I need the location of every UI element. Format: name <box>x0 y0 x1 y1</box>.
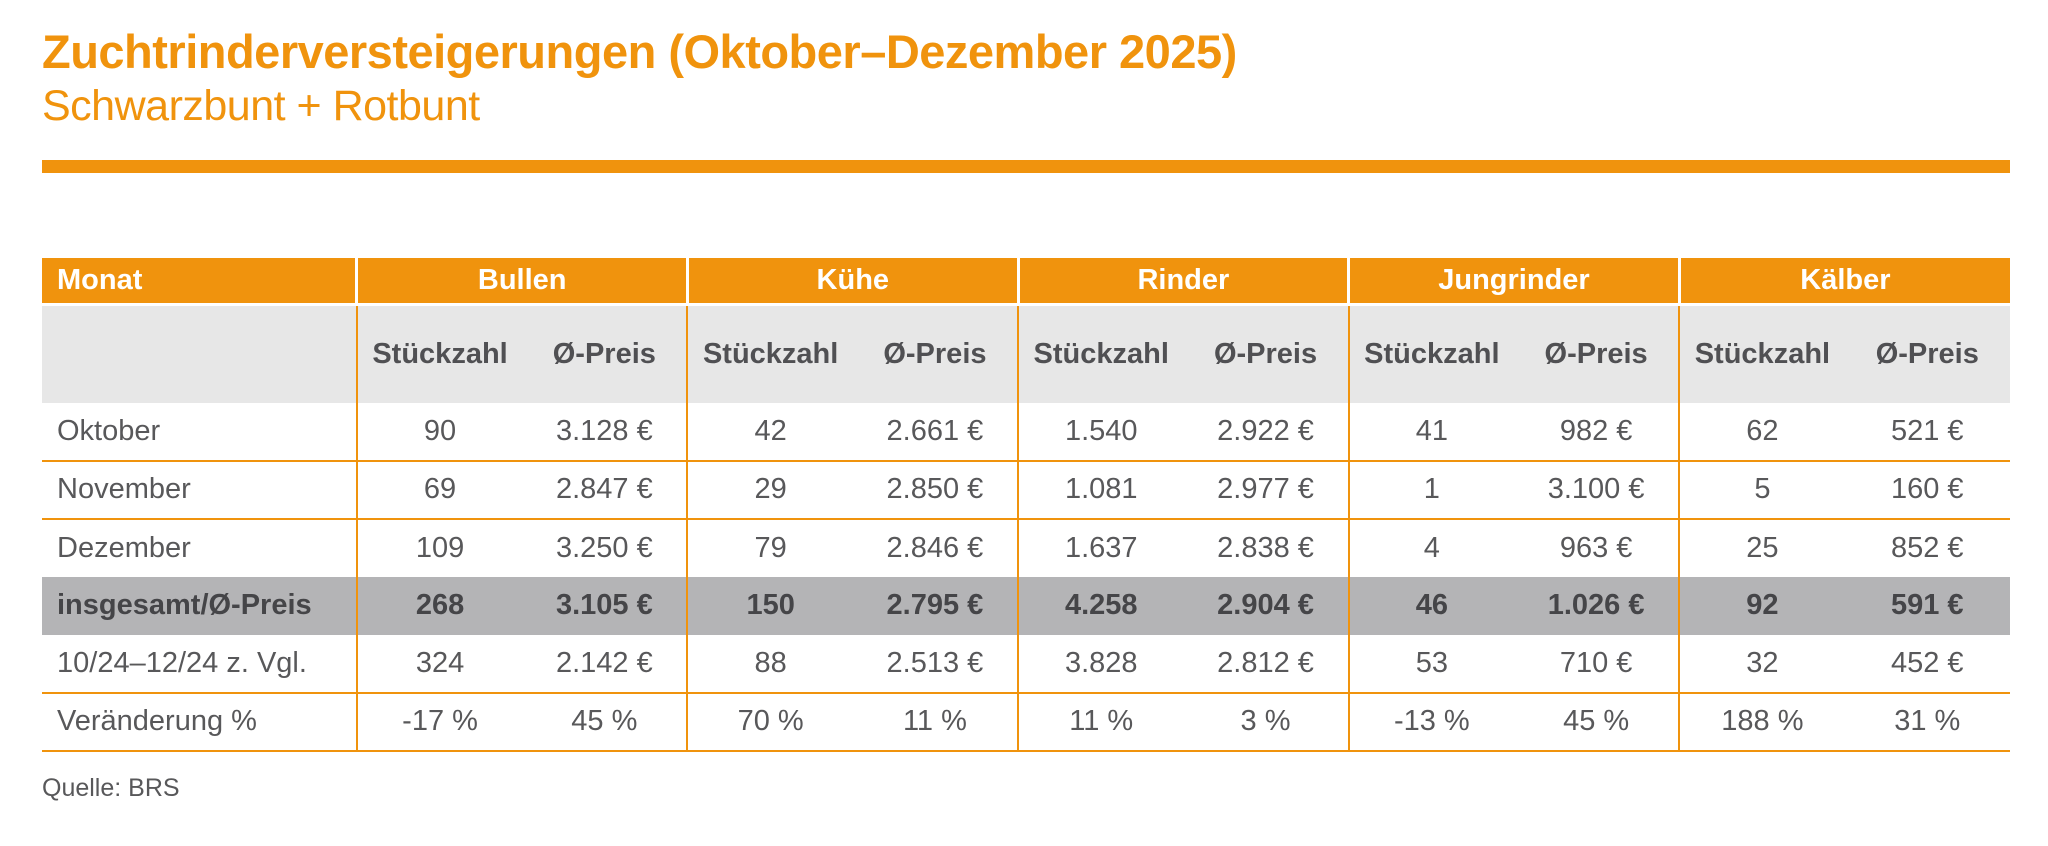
table-cell: 32 <box>1678 634 1845 694</box>
table-cell: 31 % <box>1844 692 2010 752</box>
table-cell: 982 € <box>1513 402 1680 462</box>
table-cell: 92 <box>1678 576 1845 635</box>
table-cell: 268 <box>355 576 523 635</box>
table-cell: 79 <box>686 518 853 577</box>
table-cell: 2.904 € <box>1183 576 1349 635</box>
table-cell: 521 € <box>1844 402 2010 462</box>
subheader-cell: Stückzahl <box>1347 304 1514 403</box>
table-cell: 3 % <box>1183 692 1349 752</box>
auction-table: Monat Bullen Kühe Rinder Jungrinder Kälber St… <box>42 257 2010 752</box>
table-cell: 1.637 <box>1017 518 1184 577</box>
table-cell: -17 % <box>355 692 523 752</box>
table-cell: 41 <box>1347 402 1514 462</box>
table-cell: 25 <box>1678 518 1845 577</box>
table-cell: 70 % <box>686 692 853 752</box>
table-row: 10/24–12/24 z. Vgl. 324 2.142 €88 2.513 €3.… <box>42 634 2010 694</box>
table-row: insgesamt/Ø-Preis 268 3.105 €150 2.795 €4.2… <box>42 576 2010 635</box>
table-cell: 160 € <box>1844 460 2010 520</box>
table-cell: 1.081 <box>1017 460 1184 520</box>
column-group-header-jungrinder: Jungrinder <box>1347 257 1680 307</box>
row-label: Oktober <box>42 402 357 462</box>
table-cell: 42 <box>686 402 853 462</box>
table-cell: 4 <box>1347 518 1514 577</box>
table-cell: 3.105 € <box>522 576 688 635</box>
table-cell: 3.250 € <box>522 518 688 577</box>
title-divider <box>42 159 2010 173</box>
table-cell: 2.795 € <box>852 576 1019 635</box>
table-cell: 11 % <box>852 692 1019 752</box>
row-label: 10/24–12/24 z. Vgl. <box>42 634 357 694</box>
table-cell: 90 <box>355 402 523 462</box>
column-group-header-k-lber: Kälber <box>1677 257 2010 307</box>
table-cell: 2.661 € <box>852 402 1019 462</box>
subheader-cell: Ø-Preis <box>1513 304 1680 403</box>
table-cell: 69 <box>355 460 523 520</box>
subheader-cell: Stückzahl <box>686 304 853 403</box>
subheader-cell: Stückzahl <box>355 304 523 403</box>
table-row: Dezember 109 3.250 €79 2.846 €1.637 2.838 €4… <box>42 518 2010 577</box>
table-cell: 29 <box>686 460 853 520</box>
table-cell: 963 € <box>1513 518 1680 577</box>
subheader-cell: Ø-Preis <box>852 304 1019 403</box>
table-row: Oktober 90 3.128 €42 2.661 €1.540 2.922 €41 9… <box>42 402 2010 462</box>
table-cell: 324 <box>355 634 523 694</box>
table-cell: 11 % <box>1017 692 1184 752</box>
subheader-cell: Ø-Preis <box>1844 304 2010 403</box>
table-cell: 5 <box>1678 460 1845 520</box>
table-cell: 1.026 € <box>1513 576 1680 635</box>
table-cell: 1 <box>1347 460 1514 520</box>
table-cell: 4.258 <box>1017 576 1184 635</box>
table-cell: 3.128 € <box>522 402 688 462</box>
table-cell: 2.812 € <box>1183 634 1349 694</box>
page-subtitle: Schwarzbunt + Rotbunt <box>42 81 480 130</box>
table-cell: 852 € <box>1844 518 2010 577</box>
table-cell: 150 <box>686 576 853 635</box>
column-group-header-monat: Monat <box>42 257 357 307</box>
table-cell: 1.540 <box>1017 402 1184 462</box>
table-cell: 452 € <box>1844 634 2010 694</box>
table-head: Monat Bullen Kühe Rinder Jungrinder Kälber St… <box>42 257 2010 403</box>
table-cell: 2.922 € <box>1183 402 1349 462</box>
column-group-header-k-he: Kühe <box>685 257 1019 307</box>
row-label: insgesamt/Ø-Preis <box>42 576 357 635</box>
table-cell: 45 % <box>1513 692 1680 752</box>
table-cell: 2.977 € <box>1183 460 1349 520</box>
subheader-cell: Ø-Preis <box>522 304 688 403</box>
table-group-header-row: Monat Bullen Kühe Rinder Jungrinder Kälber <box>42 257 2010 307</box>
table-cell: 710 € <box>1513 634 1680 694</box>
row-label: Dezember <box>42 518 357 577</box>
table-cell: 2.838 € <box>1183 518 1349 577</box>
table-cell: -13 % <box>1347 692 1514 752</box>
table-cell: 109 <box>355 518 523 577</box>
table-cell: 88 <box>686 634 853 694</box>
table-cell: 3.100 € <box>1513 460 1680 520</box>
table-subheader-row: Stückzahl Ø-Preis Stückzahl Ø-Preis Stückzah… <box>42 304 2010 403</box>
table-cell: 62 <box>1678 402 1845 462</box>
table-cell: 2.850 € <box>852 460 1019 520</box>
table-row: November 69 2.847 €29 2.850 €1.081 2.977 €1 3… <box>42 460 2010 520</box>
row-label: November <box>42 460 357 520</box>
page-title: Zuchtrinderversteigerungen (Oktober–Deze… <box>42 25 1237 78</box>
table-cell: 2.846 € <box>852 518 1019 577</box>
table-cell: 53 <box>1347 634 1514 694</box>
table-cell: 591 € <box>1844 576 2010 635</box>
table-cell: 2.513 € <box>852 634 1019 694</box>
subheader-cell: Stückzahl <box>1017 304 1184 403</box>
column-group-header-rinder: Rinder <box>1016 257 1349 307</box>
subheader-empty-cell <box>42 304 357 403</box>
source-note: Quelle: BRS <box>42 773 180 802</box>
table-cell: 46 <box>1347 576 1514 635</box>
page: Zuchtrinderversteigerungen (Oktober–Deze… <box>0 25 2048 803</box>
table-cell: 2.142 € <box>522 634 688 694</box>
table-cell: 2.847 € <box>522 460 688 520</box>
row-label: Veränderung % <box>42 692 357 752</box>
subheader-cell: Stückzahl <box>1678 304 1845 403</box>
subheader-cell: Ø-Preis <box>1183 304 1349 403</box>
table-cell: 3.828 <box>1017 634 1184 694</box>
table-body: Oktober 90 3.128 €42 2.661 €1.540 2.922 €41 9… <box>42 402 2010 752</box>
table-cell: 188 % <box>1678 692 1845 752</box>
table-row: Veränderung % -17 % 45 % 70 % 11 % 11 % 3 % -13… <box>42 692 2010 752</box>
table-cell: 45 % <box>522 692 688 752</box>
column-group-header-bullen: Bullen <box>355 257 688 307</box>
